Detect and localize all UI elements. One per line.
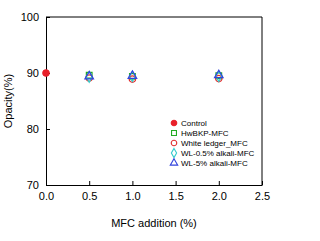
- x-tick-label: 2.5: [255, 190, 270, 202]
- y-tick: 80: [27, 123, 50, 135]
- chart: 0.0 0.5 1.0 1.5 2.0 2.5 70 80 90 100 ControlHwBKP-…: [0, 0, 320, 241]
- legend-symbol: [172, 131, 177, 136]
- x-axis: 0.0 0.5 1.0 1.5 2.0 2.5: [39, 181, 270, 202]
- y-tick-mark: [46, 17, 50, 18]
- frame-right: [262, 17, 263, 185]
- y-tick-mark: [46, 129, 50, 130]
- y-axis-line: [46, 18, 47, 186]
- legend-label: Control: [181, 119, 207, 128]
- y-axis: 70 80 90 100: [21, 11, 50, 191]
- x-tick: 1.5: [168, 181, 183, 202]
- x-tick-label: 0.5: [82, 190, 97, 202]
- legend-symbol: [171, 120, 177, 126]
- point: [215, 70, 224, 77]
- x-tick-mark: [219, 181, 220, 185]
- point: [128, 71, 137, 78]
- x-axis-title: MFC addition (%): [111, 217, 197, 229]
- legend: ControlHwBKP-MFCWhite ledger_MFCWL-0.5% …: [170, 119, 254, 168]
- y-tick-label: 80: [27, 123, 39, 135]
- y-tick: 100: [21, 11, 50, 23]
- x-tick-mark: [262, 181, 263, 185]
- x-tick-label: 2.0: [212, 190, 227, 202]
- y-tick-label: 70: [27, 179, 39, 191]
- x-tick-mark: [176, 181, 177, 185]
- y-axis-title: Opacity(%): [2, 74, 14, 128]
- x-tick-mark: [132, 181, 133, 185]
- x-tick-label: 1.0: [125, 190, 140, 202]
- y-tick-mark: [46, 185, 50, 186]
- x-tick: 2.0: [212, 181, 227, 202]
- y-tick-label: 90: [27, 67, 39, 79]
- point: [129, 71, 135, 82]
- y-tick: 90: [27, 67, 50, 79]
- frame-top: [46, 17, 262, 18]
- legend-label: WL-0.5% alkali-MFC: [181, 149, 255, 158]
- legend-item: HwBKP-MFC: [172, 129, 229, 138]
- y-tick: 70: [27, 179, 50, 191]
- points: [43, 70, 223, 83]
- plot-area: 0.0 0.5 1.0 1.5 2.0 2.5 70 80 90 100 ControlHwBKP-…: [21, 11, 271, 202]
- legend-item: WL-5% alkali-MFC: [170, 159, 248, 168]
- point: [86, 72, 92, 83]
- x-tick: 2.5: [255, 181, 270, 202]
- legend-symbol: [171, 148, 176, 157]
- point: [216, 71, 222, 82]
- legend-symbol: [170, 159, 177, 165]
- legend-item: Control: [171, 119, 207, 128]
- x-tick: 0.5: [82, 181, 97, 202]
- legend-symbol: [171, 140, 177, 146]
- x-tick: 1.0: [125, 181, 140, 202]
- legend-label: White ledger_MFC: [181, 139, 248, 148]
- legend-item: WL-0.5% alkali-MFC: [171, 148, 254, 158]
- legend-label: WL-5% alkali-MFC: [181, 159, 248, 168]
- x-tick-mark: [89, 181, 90, 185]
- legend-item: White ledger_MFC: [171, 139, 248, 148]
- y-tick-label: 100: [21, 11, 39, 23]
- x-axis-line: [47, 185, 263, 186]
- x-tick-label: 1.5: [168, 190, 183, 202]
- x-tick-label: 0.0: [39, 190, 54, 202]
- point: [43, 70, 49, 76]
- legend-label: HwBKP-MFC: [181, 129, 229, 138]
- point: [85, 71, 94, 78]
